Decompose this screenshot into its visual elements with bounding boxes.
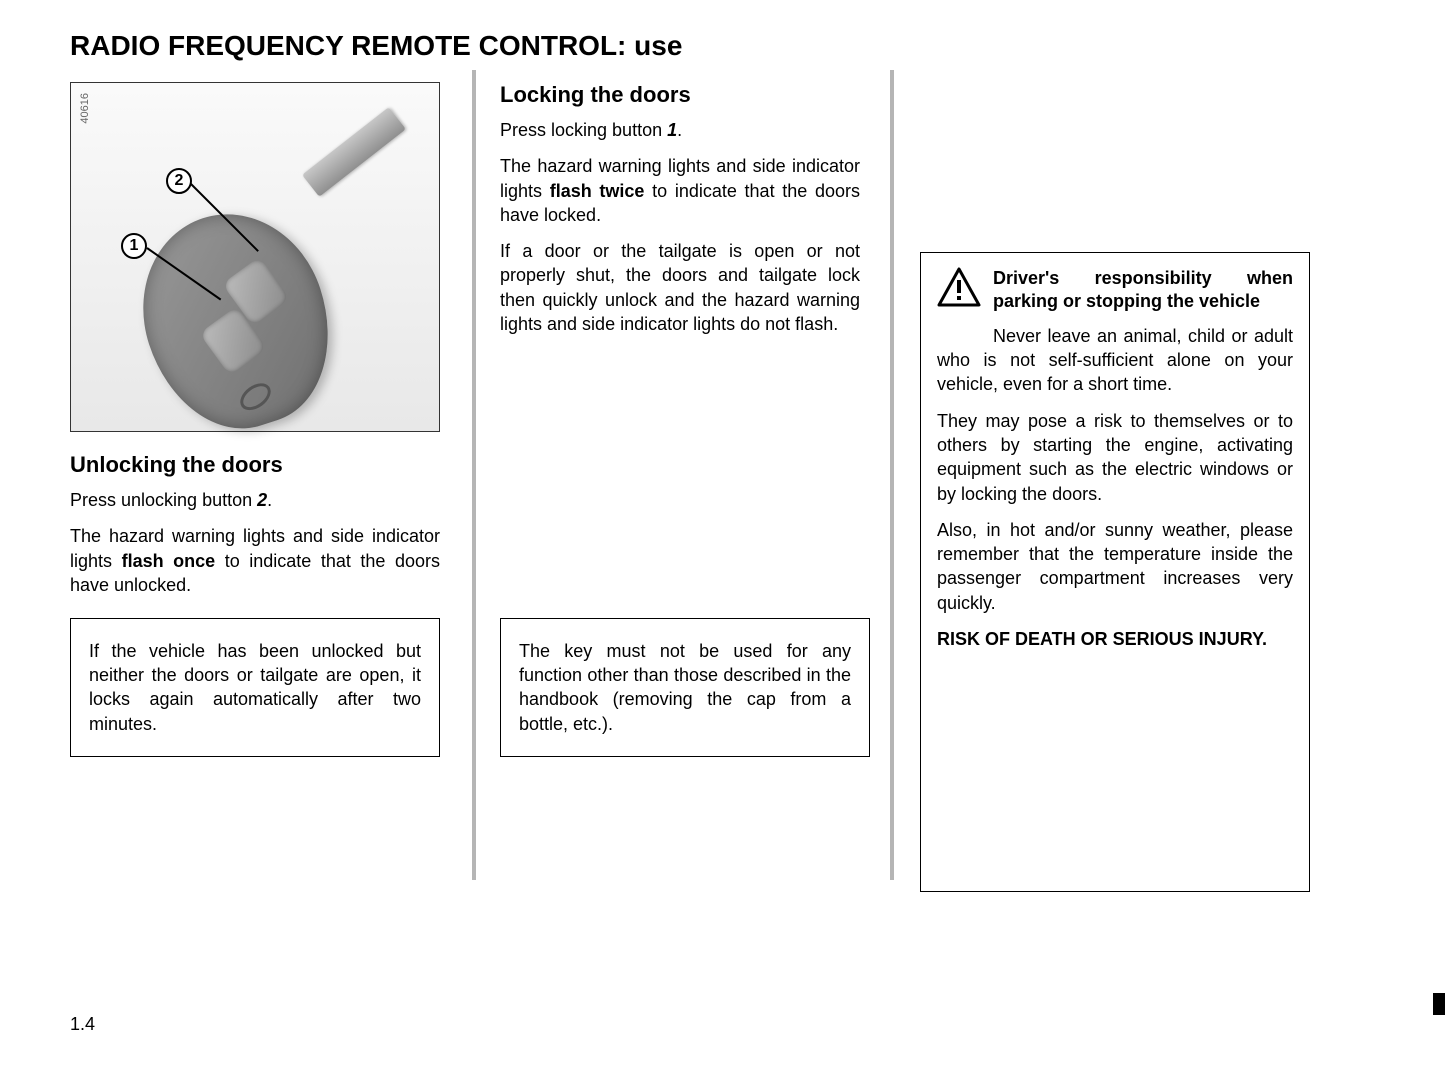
- column-1: 40616 1 2 Unlocking the doors Press unlo…: [70, 82, 470, 892]
- text: Press unlocking button: [70, 490, 257, 510]
- button-ref: 2: [257, 490, 267, 510]
- key-figure: 40616 1 2: [70, 82, 440, 432]
- warning-box: Driver's responsibility when parking or …: [920, 252, 1310, 892]
- text: .: [677, 120, 682, 140]
- note-text: If the vehicle has been unlocked but nei…: [89, 641, 421, 734]
- callout-2: 2: [166, 168, 192, 194]
- key-blade-graphic: [302, 107, 406, 197]
- warning-icon: [937, 267, 981, 307]
- figure-id: 40616: [79, 93, 91, 124]
- warning-header: Driver's responsibility when parking or …: [937, 267, 1293, 314]
- edge-tab-mark: [1433, 993, 1445, 1015]
- text: .: [267, 490, 272, 510]
- locking-p1: Press locking button 1.: [500, 118, 860, 142]
- unlocking-p2: The hazard warning lights and side indic…: [70, 524, 440, 597]
- warning-title: Driver's responsibility when parking or …: [993, 267, 1293, 314]
- callout-1: 1: [121, 233, 147, 259]
- key-usage-note: The key must not be used for any functio…: [500, 618, 870, 757]
- warning-p3: Also, in hot and/or sunny weather, pleas…: [937, 518, 1293, 615]
- page-number: 1.4: [70, 1014, 95, 1035]
- warning-p2: They may pose a risk to themselves or to…: [937, 409, 1293, 506]
- locking-p3: If a door or the tailgate is open or not…: [500, 239, 860, 336]
- emphasis: flash twice: [550, 181, 645, 201]
- locking-heading: Locking the doors: [500, 82, 860, 108]
- button-ref: 1: [667, 120, 677, 140]
- warning-p1: Never leave an animal, child or adult wh…: [937, 324, 1293, 397]
- unlocking-heading: Unlocking the doors: [70, 452, 440, 478]
- manual-page: RADIO FREQUENCY REMOTE CONTROL: use 4061…: [0, 0, 1445, 1070]
- locking-p2: The hazard warning lights and side indic…: [500, 154, 860, 227]
- column-3: Driver's responsibility when parking or …: [890, 82, 1310, 892]
- column-2: Locking the doors Press locking button 1…: [470, 82, 890, 892]
- page-title: RADIO FREQUENCY REMOTE CONTROL: use: [70, 30, 1385, 62]
- emphasis: flash once: [122, 551, 216, 571]
- key-ring-graphic: [235, 378, 275, 416]
- auto-relock-note: If the vehicle has been unlocked but nei…: [70, 618, 440, 757]
- unlocking-p1: Press unlocking button 2.: [70, 488, 440, 512]
- note-text: The key must not be used for any functio…: [519, 641, 851, 734]
- text: Press locking button: [500, 120, 667, 140]
- warning-risk: RISK OF DEATH OR SERIOUS INJURY.: [937, 627, 1293, 651]
- columns-wrap: 40616 1 2 Unlocking the doors Press unlo…: [70, 82, 1385, 892]
